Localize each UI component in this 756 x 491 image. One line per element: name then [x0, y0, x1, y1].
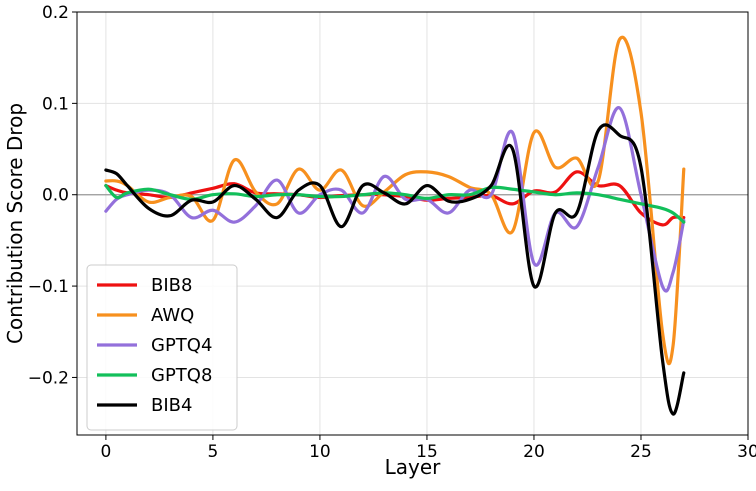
axis-ticks: 0 5 10 15 20 25 30 −0.2 −0.1 0.0 0.1 0.2	[28, 3, 756, 462]
series-line-bib8	[104, 170, 686, 227]
legend-label-bib4: BIB4	[151, 395, 192, 416]
x-tick-label: 0	[100, 442, 111, 462]
x-tick-label: 20	[523, 442, 545, 462]
y-tick-label: −0.1	[28, 277, 69, 297]
y-tick-label: 0.1	[42, 94, 69, 114]
legend-label-gptq8: GPTQ8	[151, 365, 212, 386]
legend-label-bib8: BIB8	[151, 275, 192, 296]
y-tick-label: −0.2	[28, 368, 69, 388]
x-tick-label: 30	[737, 442, 756, 462]
legend-box	[86, 264, 238, 431]
x-tick-label: 5	[207, 442, 218, 462]
legend: BIB8 AWQ GPTQ4 GPTQ8 BIB4	[86, 264, 238, 431]
series-lines	[104, 35, 686, 416]
y-axis-label: Contribution Score Drop	[3, 103, 27, 344]
y-tick-label: 0.2	[42, 3, 69, 23]
legend-label-gptq4: GPTQ4	[151, 335, 212, 356]
series-line-bib4	[104, 123, 686, 416]
series-line-gptq8	[104, 183, 686, 224]
x-tick-label: 25	[630, 442, 652, 462]
y-tick-label: 0.0	[42, 186, 69, 206]
plot-frame	[76, 11, 749, 436]
series-line-gptq4	[104, 106, 686, 293]
x-tick-label: 10	[309, 442, 331, 462]
legend-label-awq: AWQ	[151, 305, 194, 326]
x-tick-label: 15	[416, 442, 438, 462]
x-axis-label: Layer	[385, 455, 442, 479]
